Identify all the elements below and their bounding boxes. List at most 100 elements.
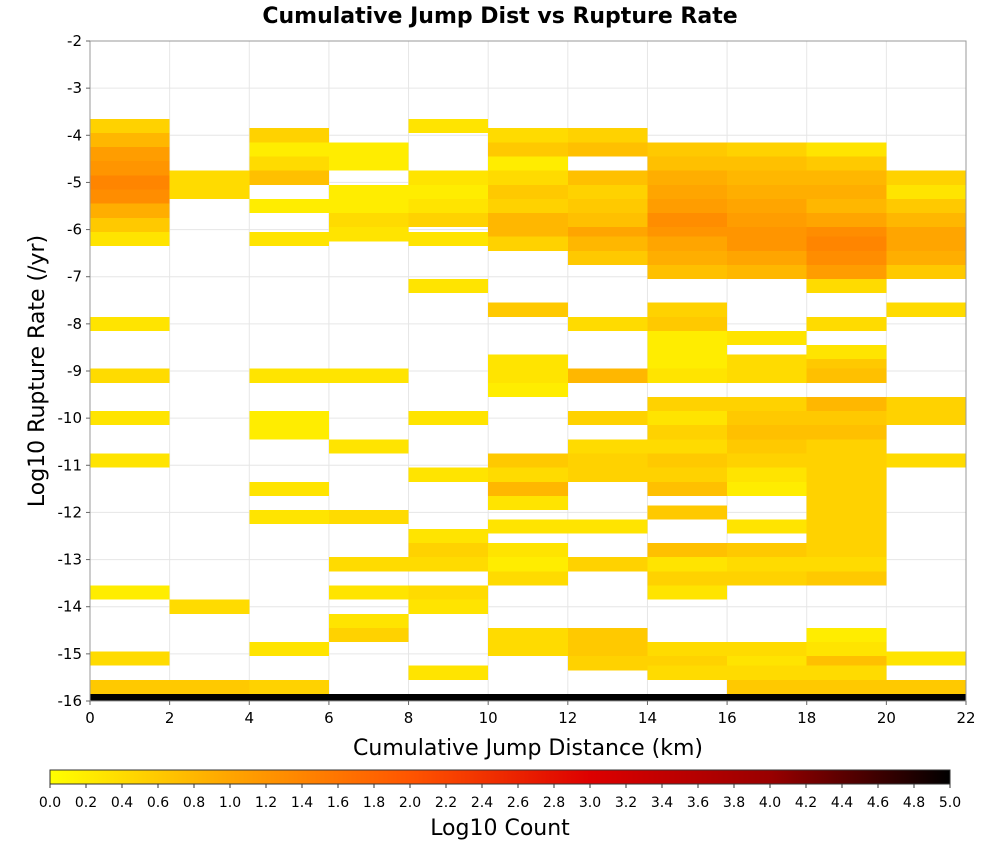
heatmap-cell: [806, 198, 887, 214]
colorbar-tick-label: 1.8: [363, 795, 385, 811]
heatmap-cell: [328, 693, 409, 701]
heatmap-cell: [727, 425, 807, 440]
heatmap-cell: [727, 170, 807, 185]
y-tick-label: -14: [58, 598, 83, 616]
colorbar-tick-label: 1.4: [291, 795, 313, 811]
heatmap-cell: [806, 679, 887, 694]
colorbar-label: Log10 Count: [430, 816, 570, 841]
heatmap-cell: [647, 585, 728, 600]
heatmap-cell: [806, 411, 887, 426]
colorbar-tick-label: 2.0: [399, 795, 421, 811]
heatmap-cell: [567, 170, 648, 185]
colorbar-tick-label: 1.6: [327, 795, 349, 811]
heatmap-cell: [328, 510, 409, 525]
heatmap-cell: [806, 279, 887, 294]
heatmap-cell: [249, 411, 329, 426]
colorbar-tick-label: 3.0: [579, 795, 601, 811]
heatmap-cell: [727, 156, 807, 171]
heatmap-cell: [647, 665, 728, 680]
heatmap-cell: [488, 128, 568, 143]
heatmap-cell: [886, 198, 966, 214]
y-axis-ticks: -2 -3 -4 -5 -6 -7 -8 -9 -10 -11 -12 -13 -14 -15 -16: [58, 32, 90, 710]
heatmap-cell: [169, 184, 250, 199]
heatmap-cell: [647, 396, 728, 412]
heatmap-cell: [328, 213, 409, 228]
y-tick-label: -12: [58, 503, 83, 521]
heatmap-cell: [806, 665, 887, 680]
heatmap-cell: [886, 679, 966, 694]
colorbar-tick-label: 0.6: [147, 795, 169, 811]
heatmap-cell: [647, 693, 728, 701]
y-tick-label: -13: [58, 551, 83, 569]
y-tick-label: -2: [67, 32, 82, 50]
heatmap-cell: [886, 651, 966, 666]
heatmap-cell: [169, 693, 250, 701]
x-tick-label: 18: [797, 709, 816, 727]
heatmap-cell: [90, 161, 170, 176]
heatmap-cell: [488, 302, 568, 317]
heatmap-cell: [488, 495, 568, 511]
heatmap-cell: [647, 345, 728, 360]
x-tick-label: 6: [324, 709, 334, 727]
heatmap-cell: [806, 693, 887, 701]
heatmap-cell: [727, 213, 807, 228]
heatmap-cell: [488, 198, 568, 214]
heatmap-cell: [727, 679, 807, 694]
heatmap-cell: [727, 453, 807, 468]
y-tick-label: -9: [67, 362, 82, 380]
heatmap-cell: [408, 543, 489, 558]
chart-title: Cumulative Jump Dist vs Rupture Rate: [262, 4, 737, 29]
heatmap-cell: [806, 528, 887, 544]
heatmap-cell: [328, 613, 409, 628]
x-axis-label: Cumulative Jump Distance (km): [353, 736, 703, 761]
heatmap-cell: [249, 156, 329, 171]
heatmap-cell: [806, 396, 887, 412]
heatmap-cell: [90, 453, 170, 468]
y-tick-label: -4: [67, 126, 82, 144]
heatmap-cell: [567, 316, 648, 331]
heatmap-cell: [806, 557, 887, 572]
heatmap-cell: [806, 184, 887, 199]
heatmap-cell: [408, 693, 489, 701]
colorbar-tick-label: 0.2: [75, 795, 97, 811]
colorbar-tick-label: 4.4: [831, 795, 853, 811]
heatmap-cell: [567, 236, 648, 251]
heatmap-cell: [90, 679, 170, 694]
heatmap-cell: [567, 656, 648, 671]
heatmap-cell: [328, 198, 409, 214]
heatmap-cell: [90, 368, 170, 383]
heatmap-cell: [727, 264, 807, 280]
heatmap-cell: [567, 519, 648, 534]
colorbar: [49, 769, 951, 785]
x-tick-label: 4: [244, 709, 254, 727]
y-tick-label: -10: [58, 409, 83, 427]
heatmap-cell: [408, 599, 489, 614]
heatmap-cell: [727, 519, 807, 534]
heatmap-cell: [90, 175, 170, 190]
x-tick-label: 14: [638, 709, 657, 727]
heatmap-cell: [567, 128, 648, 143]
heatmap-cell: [806, 316, 887, 331]
heatmap-cell: [567, 198, 648, 214]
heatmap-cell: [727, 693, 807, 701]
heatmap-cell: [647, 557, 728, 572]
heatmap-cell: [647, 156, 728, 171]
heatmap-cell: [249, 425, 329, 440]
heatmap-cell: [727, 557, 807, 572]
heatmap-cell: [727, 481, 807, 496]
colorbar-tick-label: 2.2: [435, 795, 457, 811]
heatmap-cell: [567, 213, 648, 228]
heatmap-cell: [328, 557, 409, 572]
heatmap-cell: [727, 665, 807, 680]
heatmap-cell: [806, 156, 887, 171]
colorbar-tick-label: 3.6: [687, 795, 709, 811]
heatmap-cell: [727, 368, 807, 383]
heatmap-cell: [727, 330, 807, 346]
heatmap-cell: [328, 142, 409, 157]
heatmap-cell: [90, 132, 170, 148]
heatmap-cell: [647, 543, 728, 558]
heatmap-cell: [647, 411, 728, 426]
heatmap-cell: [408, 467, 489, 482]
heatmap-cell: [90, 189, 170, 204]
heatmap-cell: [647, 302, 728, 317]
